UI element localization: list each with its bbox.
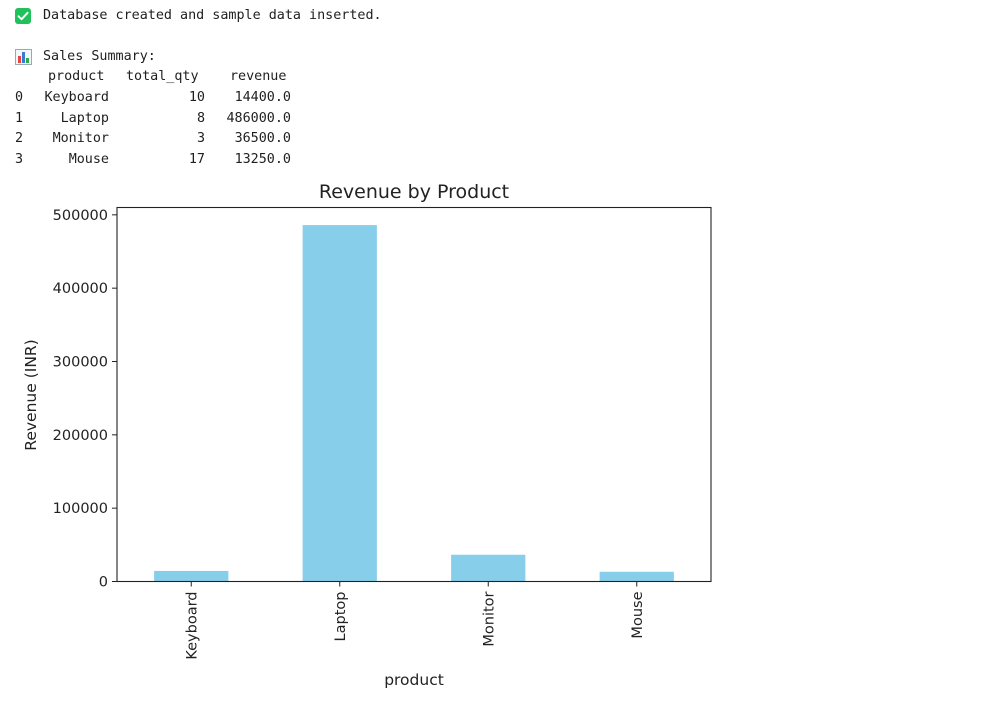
- cell-total-qty: 8: [196, 110, 205, 126]
- cell-revenue: 486000.0: [226, 110, 292, 126]
- check-mark-icon: [15, 8, 31, 24]
- column-header-total-qty: total_qty: [126, 69, 199, 84]
- y-tick-label: 200000: [53, 428, 108, 444]
- table-row: 0 Keyboard 10 14400.0: [15, 89, 315, 107]
- y-tick-label: 500000: [53, 208, 108, 224]
- cell-product: Keyboard: [44, 90, 110, 105]
- x-axis-label: product: [384, 671, 444, 689]
- row-index: 2: [15, 131, 24, 146]
- cell-revenue: 36500.0: [234, 131, 291, 146]
- bar-monitor: [451, 554, 526, 582]
- cell-total-qty: 17: [188, 151, 205, 167]
- column-header-revenue: revenue: [230, 69, 287, 84]
- cell-total-qty: 3: [196, 131, 205, 146]
- table-row: 1 Laptop 8 486000.0: [15, 110, 315, 128]
- y-axis-label: Revenue (INR): [22, 339, 40, 450]
- bar-laptop: [302, 225, 377, 582]
- cell-revenue: 13250.0: [234, 151, 291, 167]
- revenue-chart: Revenue by Product 0 100000 200000 300000 40…: [0, 170, 760, 704]
- y-tick-label: 0: [99, 575, 108, 591]
- chart-title: Revenue by Product: [319, 181, 509, 203]
- column-header-product: product: [48, 69, 105, 84]
- x-tick-label: Monitor: [481, 591, 497, 646]
- cell-revenue: 14400.0: [234, 90, 291, 105]
- summary-heading: Sales Summary:: [43, 49, 156, 64]
- row-index: 0: [15, 90, 24, 105]
- plot-frame: [116, 206, 712, 583]
- x-tick-label: Laptop: [333, 592, 349, 642]
- bar-mouse: [599, 571, 674, 582]
- table-row: 2 Monitor 3 36500.0: [15, 130, 315, 148]
- y-tick-label: 400000: [53, 281, 108, 297]
- y-tick-label: 300000: [53, 355, 108, 371]
- bar-chart-icon: [15, 49, 32, 65]
- x-tick-label: Keyboard: [184, 592, 200, 660]
- table-row: 3 Mouse 17 13250.0: [15, 151, 315, 169]
- cell-product: Monitor: [52, 131, 109, 146]
- x-tick-label: Mouse: [630, 591, 646, 638]
- bar-keyboard: [154, 570, 229, 582]
- row-index: 1: [15, 110, 24, 126]
- cell-product: Laptop: [60, 110, 109, 126]
- row-index: 3: [15, 151, 24, 167]
- y-tick-label: 100000: [53, 501, 108, 517]
- status-message: Database created and sample data inserte…: [43, 8, 382, 23]
- cell-total-qty: 10: [188, 90, 205, 105]
- cell-product: Mouse: [68, 151, 109, 167]
